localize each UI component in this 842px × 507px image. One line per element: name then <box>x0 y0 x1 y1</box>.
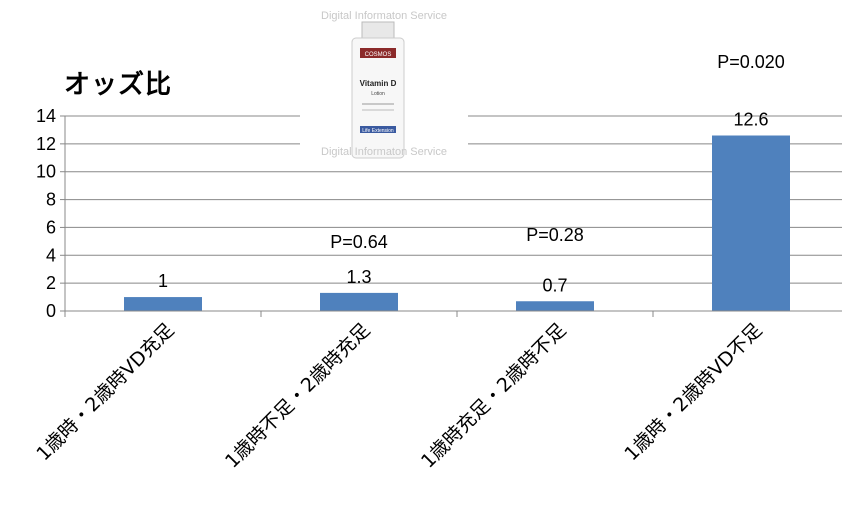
y-tick-label: 10 <box>36 162 56 182</box>
x-category-label: 1歳時・2歳時VD不足 <box>620 319 766 465</box>
bars: 1 1.3 P=0.64 0.7 P=0.28 12.6 P=0.020 <box>124 52 790 311</box>
x-axis: 1歳時・2歳時VD充足 1歳時不足・2歳時充足 1歳時充足・2歳時不足 1歳時・2歳時… <box>32 310 842 473</box>
x-category-label: 1歳時・2歳時VD充足 <box>32 319 178 465</box>
p-value-annotation: P=0.020 <box>717 52 785 72</box>
p-value-annotation: P=0.28 <box>526 225 584 245</box>
x-category-label: 1歳時充足・2歳時不足 <box>417 319 571 473</box>
data-label: 1.3 <box>346 267 371 287</box>
y-tick-label: 4 <box>46 245 56 265</box>
y-tick-label: 8 <box>46 190 56 210</box>
bar <box>712 135 790 311</box>
bar <box>124 297 202 311</box>
y-tick-label: 2 <box>46 273 56 293</box>
data-label: 0.7 <box>542 275 567 295</box>
y-tick-label: 12 <box>36 134 56 154</box>
y-axis: 0 2 4 6 8 10 12 14 <box>36 106 66 321</box>
bottle-sub: Lotion <box>371 91 385 97</box>
bar <box>320 292 398 311</box>
p-value-annotation: P=0.64 <box>330 232 388 252</box>
data-label: 1 <box>158 271 168 291</box>
data-label: 12.6 <box>733 110 768 130</box>
watermark-top: Digital Informaton Service <box>321 10 447 22</box>
bar <box>516 301 594 311</box>
bottle-brand: COSMOS <box>365 52 392 58</box>
bottle-product: Vitamin D <box>360 79 397 88</box>
bottle-maker: Life Extension <box>362 128 394 134</box>
y-tick-label: 6 <box>46 217 56 237</box>
y-tick-label: 0 <box>46 301 56 321</box>
lotion-bottle-icon: COSMOS Vitamin D Lotion Life Extension <box>351 21 405 159</box>
watermark-bottom: Digital Informaton Service <box>321 146 447 158</box>
y-tick-label: 14 <box>36 106 56 126</box>
x-category-label: 1歳時不足・2歳時充足 <box>221 319 375 473</box>
vitamin-d-product-image: Digital Informaton Service COSMOS Vitami… <box>300 0 468 165</box>
chart-title: オッズ比 <box>64 70 173 100</box>
